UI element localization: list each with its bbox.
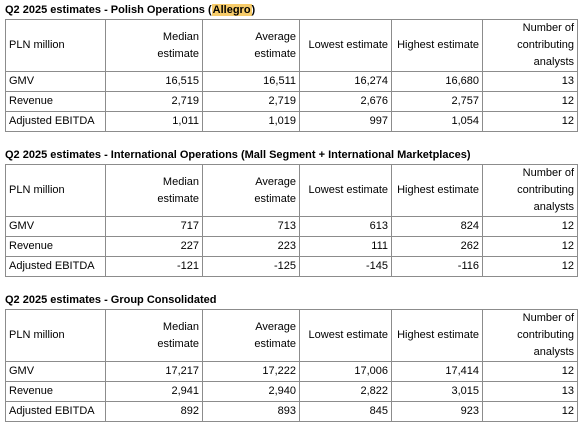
row-label: GMV (5, 71, 106, 92)
highest-value: 1,054 (391, 111, 483, 132)
analysts-value: 13 (482, 71, 578, 92)
section-title: Q2 2025 estimates - Group Consolidated (5, 294, 217, 306)
polish-operations-section: Q2 2025 estimates - Polish Operations (A… (5, 3, 578, 132)
header-highest-estimate: Highest estimate (391, 309, 483, 362)
table-header-row: PLN million Median estimate Average estima… (5, 19, 578, 72)
analysts-value: 12 (482, 401, 578, 422)
section-title: Q2 2025 estimates - Polish Operations (A… (5, 3, 577, 17)
table-row-revenue: Revenue 227 223 111 262 12 (5, 236, 578, 257)
header-number-of-analysts: Number of contributing analysts (482, 309, 578, 362)
header-average-estimate: Average estimate (202, 164, 300, 217)
table-row-adjusted-ebitda: Adjusted EBITDA 892 893 845 923 12 (5, 401, 578, 422)
average-value: 713 (202, 216, 300, 237)
header-highest-estimate: Highest estimate (391, 19, 483, 72)
median-value: 2,719 (105, 91, 203, 112)
header-pln-million: PLN million (5, 309, 106, 362)
average-value: -125 (202, 256, 300, 277)
median-value: 16,515 (105, 71, 203, 92)
table-row-gmv: GMV 717 713 613 824 12 (5, 216, 578, 237)
title-text: Q2 2025 estimates - Polish Operations ( (5, 4, 212, 16)
header-highest-estimate: Highest estimate (391, 164, 483, 217)
table-row-gmv: GMV 17,217 17,222 17,006 17,414 12 (5, 361, 578, 382)
header-pln-million: PLN million (5, 19, 106, 72)
lowest-value: 613 (299, 216, 392, 237)
row-label: Adjusted EBITDA (5, 401, 106, 422)
median-value: 1,011 (105, 111, 203, 132)
highest-value: 923 (391, 401, 483, 422)
average-value: 2,940 (202, 381, 300, 402)
analysts-value: 12 (482, 91, 578, 112)
estimates-table: PLN million Median estimate Average estima… (5, 164, 578, 277)
highest-value: 17,414 (391, 361, 483, 382)
analysts-value: 12 (482, 361, 578, 382)
lowest-value: 16,274 (299, 71, 392, 92)
median-value: 227 (105, 236, 203, 257)
lowest-value: 845 (299, 401, 392, 422)
row-label: Revenue (5, 381, 106, 402)
header-lowest-estimate: Lowest estimate (299, 309, 392, 362)
average-value: 1,019 (202, 111, 300, 132)
highest-value: 824 (391, 216, 483, 237)
header-number-of-analysts: Number of contributing analysts (482, 164, 578, 217)
lowest-value: 2,676 (299, 91, 392, 112)
row-label: GMV (5, 361, 106, 382)
table-row-revenue: Revenue 2,719 2,719 2,676 2,757 12 (5, 91, 578, 112)
analysts-value: 12 (482, 236, 578, 257)
highest-value: 262 (391, 236, 483, 257)
section-title: Q2 2025 estimates - International Operat… (5, 149, 471, 161)
highest-value: 2,757 (391, 91, 483, 112)
analysts-value: 12 (482, 256, 578, 277)
row-label: GMV (5, 216, 106, 237)
header-median-estimate: Median estimate (105, 309, 203, 362)
group-consolidated-section: Q2 2025 estimates - Group Consolidated P… (5, 293, 578, 422)
median-value: 17,217 (105, 361, 203, 382)
header-number-of-analysts: Number of contributing analysts (482, 19, 578, 72)
title-text-end: ) (251, 4, 256, 16)
average-value: 2,719 (202, 91, 300, 112)
median-value: 892 (105, 401, 203, 422)
table-header-row: PLN million Median estimate Average estima… (5, 164, 578, 217)
average-value: 17,222 (202, 361, 300, 382)
header-median-estimate: Median estimate (105, 19, 203, 72)
lowest-value: -145 (299, 256, 392, 277)
table-row-adjusted-ebitda: Adjusted EBITDA 1,011 1,019 997 1,054 12 (5, 111, 578, 132)
header-average-estimate: Average estimate (202, 309, 300, 362)
row-label: Adjusted EBITDA (5, 256, 106, 277)
median-value: 2,941 (105, 381, 203, 402)
table-header-row: PLN million Median estimate Average estima… (5, 309, 578, 362)
header-pln-million: PLN million (5, 164, 106, 217)
estimates-table: PLN million Median estimate Average estima… (5, 309, 578, 422)
lowest-value: 111 (299, 236, 392, 257)
average-value: 893 (202, 401, 300, 422)
lowest-value: 17,006 (299, 361, 392, 382)
header-average-estimate: Average estimate (202, 19, 300, 72)
highest-value: -116 (391, 256, 483, 277)
median-value: 717 (105, 216, 203, 237)
analysts-value: 12 (482, 216, 578, 237)
analysts-value: 12 (482, 111, 578, 132)
highest-value: 16,680 (391, 71, 483, 92)
header-lowest-estimate: Lowest estimate (299, 164, 392, 217)
average-value: 16,511 (202, 71, 300, 92)
median-value: -121 (105, 256, 203, 277)
average-value: 223 (202, 236, 300, 257)
lowest-value: 997 (299, 111, 392, 132)
highest-value: 3,015 (391, 381, 483, 402)
header-median-estimate: Median estimate (105, 164, 203, 217)
international-operations-section: Q2 2025 estimates - International Operat… (5, 148, 578, 277)
estimates-table: PLN million Median estimate Average estima… (5, 19, 578, 132)
table-row-gmv: GMV 16,515 16,511 16,274 16,680 13 (5, 71, 578, 92)
row-label: Revenue (5, 91, 106, 112)
lowest-value: 2,822 (299, 381, 392, 402)
analysts-value: 13 (482, 381, 578, 402)
table-row-adjusted-ebitda: Adjusted EBITDA -121 -125 -145 -116 12 (5, 256, 578, 277)
allegro-highlight: Allegro (211, 4, 252, 16)
row-label: Adjusted EBITDA (5, 111, 106, 132)
table-row-revenue: Revenue 2,941 2,940 2,822 3,015 13 (5, 381, 578, 402)
row-label: Revenue (5, 236, 106, 257)
header-lowest-estimate: Lowest estimate (299, 19, 392, 72)
